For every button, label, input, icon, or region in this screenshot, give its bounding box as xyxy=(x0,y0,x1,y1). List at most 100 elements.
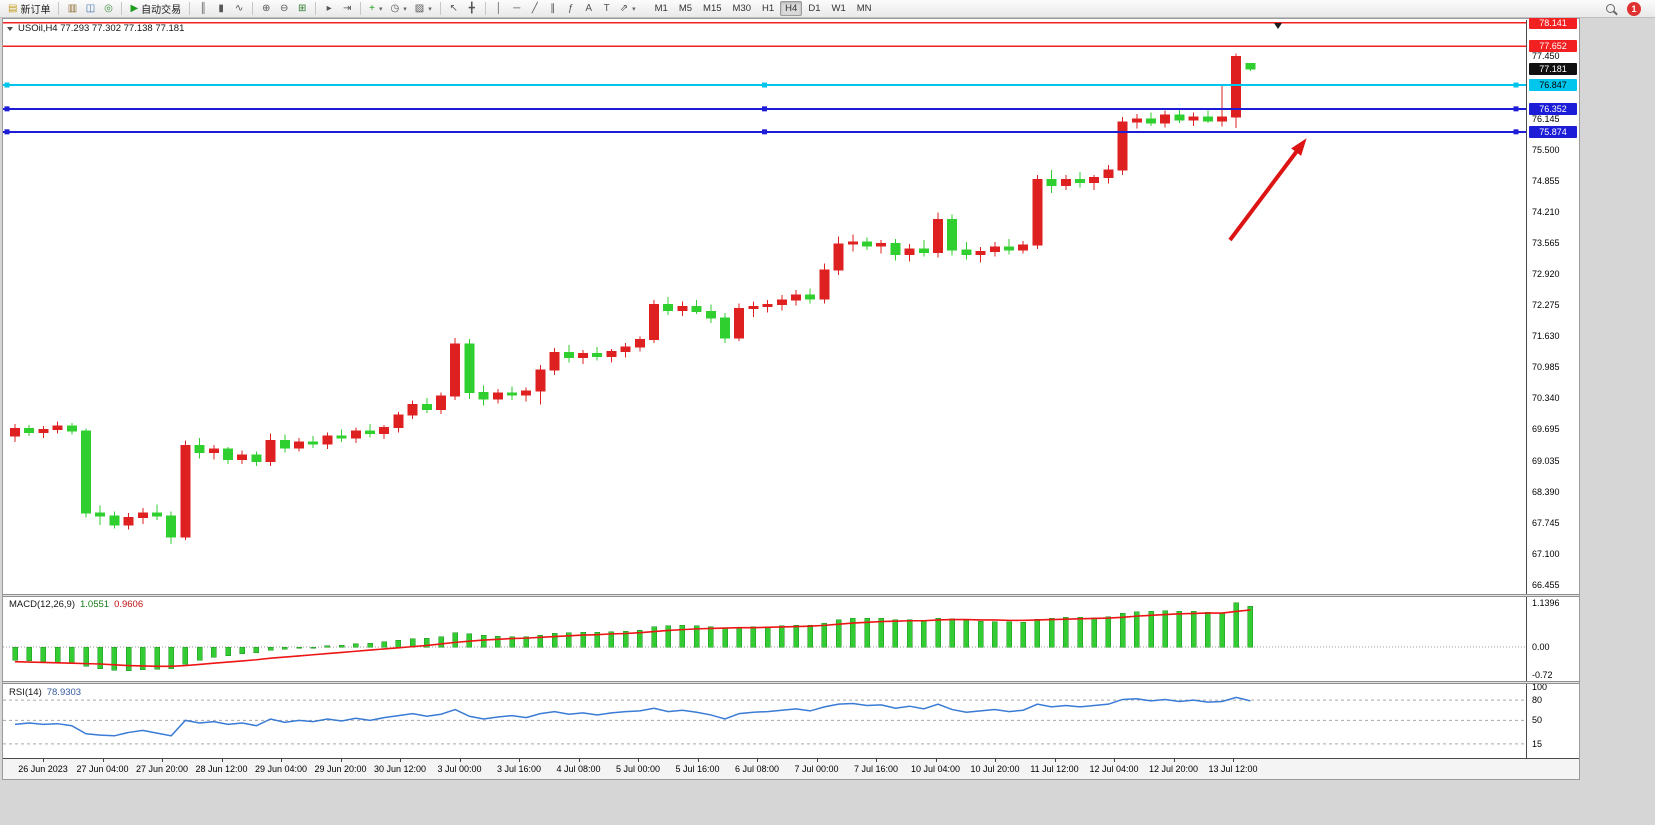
time-axis[interactable]: 26 Jun 2023 27 Jun 04:00 27 Jun 20:00 28 Ju… xyxy=(3,758,1579,779)
timeframe-button-M1[interactable]: M1 xyxy=(654,3,668,14)
fibonacci-button[interactable]: ƒ xyxy=(562,1,580,17)
time-label: 7 Jul 16:00 xyxy=(853,764,899,774)
zoom-in-button[interactable]: ⊕ xyxy=(257,1,275,17)
macd-panel-splitter[interactable] xyxy=(3,594,1579,597)
timeframe-button-M15[interactable]: M15 xyxy=(703,3,722,14)
auto-scroll-button[interactable]: ▸ xyxy=(320,1,338,17)
one-click-trading-collapse-icon[interactable] xyxy=(7,26,13,31)
level-line-76.847[interactable] xyxy=(3,82,1526,88)
price-tick: 69.035 xyxy=(1532,455,1560,466)
timeframe-button-H1[interactable]: H1 xyxy=(762,3,775,14)
bar-chart-button[interactable]: ║ xyxy=(194,1,212,17)
time-tick xyxy=(400,759,401,762)
zoom-out-button[interactable]: ⊖ xyxy=(275,1,293,17)
timeframe-button-D1[interactable]: D1 xyxy=(808,3,821,14)
price-tag-77.652: 77.652 xyxy=(1529,40,1577,53)
rsi-panel-canvas[interactable] xyxy=(3,684,1526,758)
templates-button[interactable]: ▨ ▾ xyxy=(411,1,436,17)
time-label: 5 Jul 00:00 xyxy=(615,764,661,774)
toolbar-separator xyxy=(360,2,362,15)
tile-windows-icon: ⊞ xyxy=(297,2,307,14)
rsi-panel-splitter[interactable] xyxy=(3,681,1579,684)
timeframe-button-M30[interactable]: M30 xyxy=(732,3,752,14)
line-chart-button[interactable]: ∿ xyxy=(230,1,248,17)
time-tick xyxy=(519,759,520,762)
profiles-button[interactable]: ◷ ▾ xyxy=(387,1,411,17)
rsi-axis-label: 80 xyxy=(1532,695,1543,706)
dropdown-arrow-icon: ▾ xyxy=(632,5,636,13)
toolbar-separator xyxy=(439,2,441,15)
cursor-button[interactable]: ↖ xyxy=(445,1,463,17)
navigator-button[interactable]: ◎ xyxy=(99,1,117,17)
arrows-button[interactable]: ⇗ ▾ xyxy=(616,1,640,17)
level-line-76.352[interactable] xyxy=(3,106,1526,112)
timeframe-button-M5[interactable]: M5 xyxy=(678,3,693,14)
label-button[interactable]: T xyxy=(598,1,616,17)
toolbar-separator xyxy=(121,2,123,15)
time-label: 30 Jun 12:00 xyxy=(373,764,427,774)
time-tick xyxy=(1054,759,1056,762)
level-line-75.874[interactable] xyxy=(3,129,1526,135)
macd-axis-label: 0.00 xyxy=(1532,642,1550,652)
price-tag-77.181: 77.181 xyxy=(1529,62,1577,75)
navigator-icon: ◎ xyxy=(104,2,113,14)
vertical-line-button[interactable]: │ xyxy=(490,1,508,17)
time-tick xyxy=(340,759,342,762)
toolbar-separator xyxy=(58,2,60,15)
candle-chart-button[interactable]: ▮ xyxy=(212,1,230,17)
timeframe-button-W1[interactable]: W1 xyxy=(831,3,846,14)
fibonacci-icon: ƒ xyxy=(567,2,574,14)
channel-button[interactable]: ∥ xyxy=(544,1,562,17)
rsi-line xyxy=(14,696,1251,737)
time-label: 29 Jun 04:00 xyxy=(254,764,308,774)
candlesticks-layer[interactable] xyxy=(10,53,1256,545)
new-chart-plus-icon: + xyxy=(369,2,375,14)
horizontal-line-icon: ─ xyxy=(513,2,521,14)
chart-title: USOil,H4 77.293 77.302 77.138 77.181 xyxy=(7,23,184,34)
toolbar-separator xyxy=(484,2,486,15)
timeframe-button-H4[interactable]: H4 xyxy=(780,1,803,16)
price-tick: 69.695 xyxy=(1532,423,1560,434)
main-chart-canvas[interactable] xyxy=(3,20,1526,594)
time-tick xyxy=(281,759,282,762)
price-axis[interactable]: 77.450 76.145 75.500 74.855 74.210 73.565 72.9… xyxy=(1526,16,1579,758)
time-label: 4 Jul 08:00 xyxy=(556,764,601,774)
search-button[interactable] xyxy=(1601,1,1619,17)
market-watch-button[interactable]: ▥ xyxy=(63,1,81,17)
arrow-objects-icon: ⇗ xyxy=(619,2,629,14)
trend-arrow-annotation[interactable] xyxy=(1228,138,1307,242)
autotrade-button[interactable]: ▶ 自动交易 xyxy=(126,1,185,17)
time-label: 12 Jul 04:00 xyxy=(1089,764,1139,774)
price-tick: 67.745 xyxy=(1532,517,1560,528)
trendline-button[interactable]: ╱ xyxy=(526,1,544,17)
line-chart-icon: ∿ xyxy=(234,2,244,14)
time-tick xyxy=(697,759,699,762)
toolbar-button-group: ▤ 新订单 ▥ ◫ ◎ ▶ 自动交易 ║ ▮ ∿ ⊕ ⊖ ⊞ ▸ ⇥ + ▾ ◷ ▾ ▨ ▾ ↖ ╋ │ ─ ╱ ∥ ƒ A T ⇗ ▾ xyxy=(4,0,640,18)
macd-panel-canvas[interactable] xyxy=(3,597,1526,681)
time-tick xyxy=(935,759,937,762)
notification-badge[interactable]: 1 xyxy=(1627,1,1641,16)
time-tick xyxy=(1173,759,1175,762)
rsi-axis-label: 100 xyxy=(1532,681,1548,692)
macd-histogram xyxy=(12,602,1254,671)
vertical-line-icon: │ xyxy=(495,2,502,14)
zoom-out-icon: ⊖ xyxy=(279,2,289,14)
data-window-button[interactable]: ◫ xyxy=(81,1,99,17)
price-tick: 66.455 xyxy=(1532,579,1560,590)
price-tick: 74.210 xyxy=(1532,206,1560,217)
timeframe-button-MN[interactable]: MN xyxy=(856,3,872,14)
price-tick: 75.500 xyxy=(1532,144,1560,155)
tile-windows-button[interactable]: ⊞ xyxy=(293,1,311,17)
horizontal-line-button[interactable]: ─ xyxy=(508,1,526,17)
chart-shift-marker-icon[interactable] xyxy=(1274,23,1282,29)
arrow-head xyxy=(1291,138,1307,156)
time-label: 5 Jul 16:00 xyxy=(675,764,720,774)
crosshair-button[interactable]: ╋ xyxy=(463,1,481,17)
macd-axis-label: -0.72 xyxy=(1532,669,1553,680)
text-button[interactable]: A xyxy=(580,1,598,17)
price-tick: 70.985 xyxy=(1532,361,1560,372)
chart-shift-button[interactable]: ⇥ xyxy=(338,1,356,17)
dropdown-arrow-icon: ▾ xyxy=(403,5,407,13)
new-order-button[interactable]: ▤ 新订单 xyxy=(4,1,54,17)
new-chart-button[interactable]: + ▾ xyxy=(365,1,386,17)
